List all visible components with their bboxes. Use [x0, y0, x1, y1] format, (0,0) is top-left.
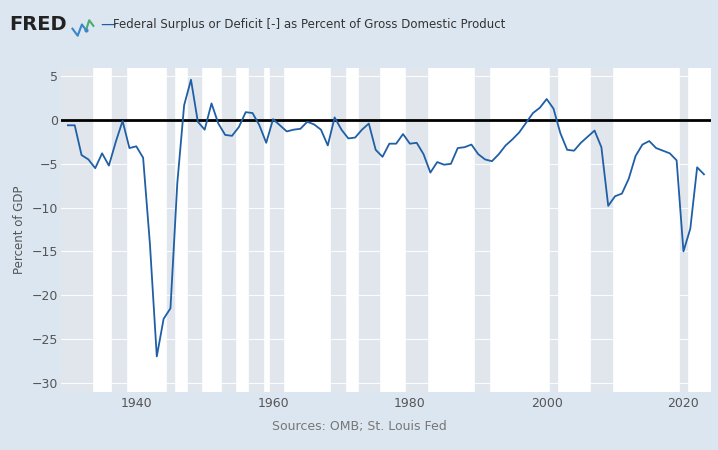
- Bar: [270, 68, 284, 392]
- Text: Sources: OMB; St. Louis Fed: Sources: OMB; St. Louis Fed: [271, 420, 447, 433]
- Text: Federal Surplus or Deficit [-] as Percent of Gross Domestic Product: Federal Surplus or Deficit [-] as Percen…: [113, 18, 505, 31]
- Bar: [414, 68, 427, 392]
- Text: —: —: [101, 17, 116, 32]
- Bar: [358, 68, 379, 392]
- Bar: [57, 68, 92, 392]
- Bar: [112, 68, 126, 392]
- Bar: [475, 68, 488, 392]
- Y-axis label: Percent of GDP: Percent of GDP: [14, 185, 27, 274]
- Bar: [187, 68, 201, 392]
- Bar: [249, 68, 263, 392]
- Bar: [406, 68, 414, 392]
- Bar: [222, 68, 236, 392]
- Bar: [591, 68, 612, 392]
- Bar: [331, 68, 345, 392]
- Bar: [550, 68, 557, 392]
- Bar: [167, 68, 174, 392]
- Text: FRED: FRED: [9, 15, 67, 34]
- Bar: [680, 68, 687, 392]
